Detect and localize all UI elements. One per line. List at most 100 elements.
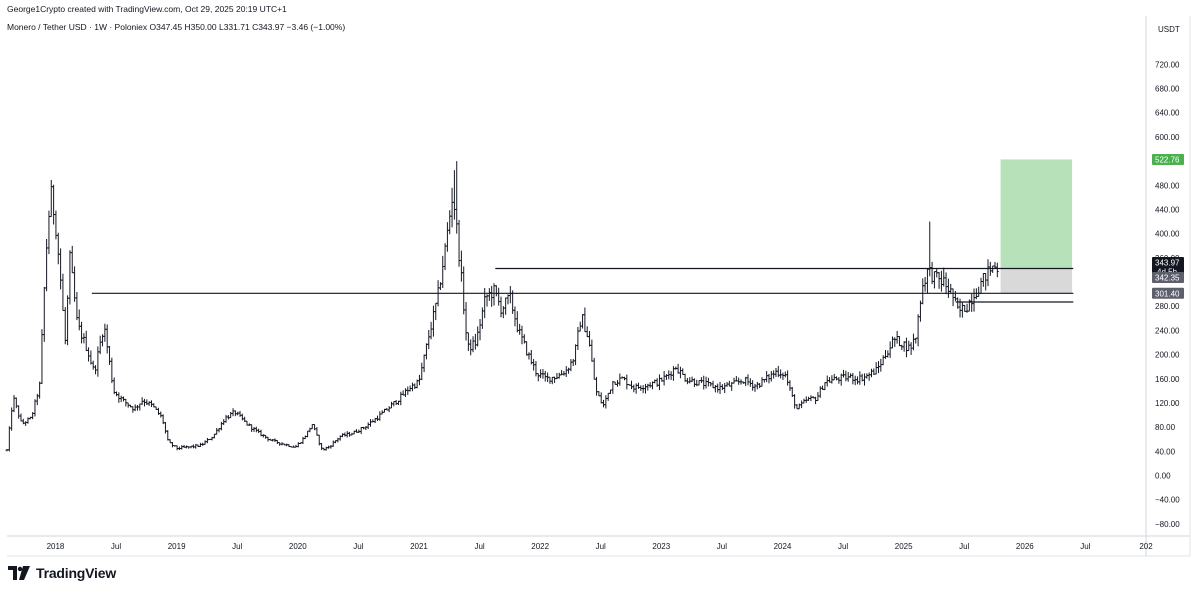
tradingview-brand[interactable]: TradingView: [8, 565, 116, 581]
ohlc-bar[interactable]: [550, 376, 554, 385]
ohlc-bar[interactable]: [445, 222, 449, 252]
ohlc-bar[interactable]: [599, 392, 603, 404]
ohlc-bar[interactable]: [606, 392, 610, 401]
ohlc-bar[interactable]: [977, 286, 981, 297]
ohlc-bar[interactable]: [904, 337, 908, 358]
ohlc-bar[interactable]: [70, 245, 74, 274]
ohlc-bar[interactable]: [662, 371, 666, 386]
ohlc-bar[interactable]: [473, 333, 477, 350]
ohlc-bar[interactable]: [704, 376, 708, 389]
ohlc-bar[interactable]: [452, 170, 456, 220]
ohlc-bar[interactable]: [348, 431, 352, 437]
ohlc-bar[interactable]: [389, 401, 393, 409]
ohlc-bar[interactable]: [937, 271, 941, 289]
ohlc-bar[interactable]: [159, 411, 163, 418]
ohlc-bar[interactable]: [133, 404, 137, 412]
ohlc-bar[interactable]: [233, 410, 237, 417]
ohlc-bar[interactable]: [678, 366, 682, 379]
ohlc-bar[interactable]: [422, 354, 426, 373]
ohlc-bar[interactable]: [939, 270, 943, 292]
ohlc-bar[interactable]: [991, 265, 995, 273]
ohlc-bar[interactable]: [553, 376, 557, 383]
ohlc-bar[interactable]: [876, 361, 880, 374]
ohlc-bar[interactable]: [567, 367, 571, 374]
ohlc-bar[interactable]: [711, 380, 715, 389]
ohlc-bar[interactable]: [40, 329, 44, 385]
ohlc-bar[interactable]: [986, 259, 990, 287]
ohlc-bar[interactable]: [921, 278, 925, 305]
ohlc-bar[interactable]: [33, 399, 37, 417]
ohlc-bar[interactable]: [984, 273, 988, 291]
ohlc-bar[interactable]: [953, 291, 957, 302]
ohlc-bar[interactable]: [727, 380, 731, 387]
ohlc-bar[interactable]: [203, 440, 207, 445]
ohlc-bar[interactable]: [98, 335, 102, 355]
ohlc-bar[interactable]: [629, 380, 633, 390]
ohlc-bar[interactable]: [499, 296, 503, 318]
ohlc-bar[interactable]: [504, 297, 508, 315]
ohlc-bar[interactable]: [574, 344, 578, 366]
ohlc-bar[interactable]: [315, 427, 319, 436]
ohlc-bar[interactable]: [89, 350, 93, 365]
ohlc-bar[interactable]: [588, 330, 592, 347]
ohlc-bar[interactable]: [469, 339, 473, 356]
ohlc-bar[interactable]: [611, 380, 615, 394]
ohlc-bar[interactable]: [487, 288, 491, 301]
ohlc-bar[interactable]: [723, 382, 727, 394]
ohlc-bar[interactable]: [874, 362, 878, 375]
ohlc-bar[interactable]: [7, 426, 11, 452]
ohlc-bar[interactable]: [925, 268, 929, 294]
ohlc-bar[interactable]: [275, 439, 279, 444]
ohlc-bar[interactable]: [212, 433, 216, 439]
ohlc-bar[interactable]: [66, 295, 70, 346]
ohlc-bar[interactable]: [329, 445, 333, 449]
ohlc-bar[interactable]: [737, 377, 741, 385]
ohlc-bar[interactable]: [809, 395, 813, 402]
symbol-legend[interactable]: Monero / Tether USD · 1W · Poloniex O347…: [7, 22, 346, 32]
ohlc-bar[interactable]: [748, 378, 752, 387]
ohlc-bar[interactable]: [462, 266, 466, 315]
ohlc-bar[interactable]: [257, 428, 261, 434]
ohlc-bar[interactable]: [105, 324, 109, 354]
ohlc-bar[interactable]: [341, 433, 345, 438]
ohlc-bar[interactable]: [779, 369, 783, 379]
ohlc-bar[interactable]: [823, 382, 827, 391]
target-zone[interactable]: [1000, 159, 1073, 269]
ohlc-bar[interactable]: [753, 383, 757, 392]
ohlc-bar[interactable]: [75, 291, 79, 321]
ohlc-bar[interactable]: [49, 179, 53, 218]
ohlc-bar[interactable]: [786, 370, 790, 386]
price-label-target[interactable]: 522.76: [1152, 153, 1184, 165]
ohlc-bar[interactable]: [527, 352, 531, 360]
ohlc-bar[interactable]: [942, 267, 946, 287]
price-label-level[interactable]: 301.40: [1152, 287, 1184, 299]
ohlc-bar[interactable]: [525, 341, 529, 356]
ohlc-bar[interactable]: [149, 400, 153, 408]
ohlc-bar[interactable]: [403, 388, 407, 397]
ohlc-bar[interactable]: [788, 380, 792, 391]
ohlc-bar[interactable]: [900, 344, 904, 350]
ohlc-bar[interactable]: [434, 302, 438, 321]
ohlc-bar[interactable]: [870, 368, 874, 378]
ohlc-bar[interactable]: [881, 355, 885, 366]
ohlc-bar[interactable]: [215, 427, 219, 435]
ohlc-bar[interactable]: [180, 445, 184, 450]
ohlc-bar[interactable]: [366, 422, 370, 430]
ohlc-bar[interactable]: [252, 426, 256, 432]
ohlc-bar[interactable]: [420, 362, 424, 381]
ohlc-bar[interactable]: [602, 399, 606, 408]
ohlc-bar[interactable]: [923, 276, 927, 292]
ohlc-bar[interactable]: [853, 375, 857, 386]
ohlc-bar[interactable]: [930, 261, 934, 285]
ohlc-bar[interactable]: [609, 389, 613, 394]
ohlc-bar[interactable]: [911, 333, 915, 351]
ohlc-bar[interactable]: [399, 391, 403, 406]
ohlc-bar[interactable]: [166, 430, 170, 441]
ohlc-bar[interactable]: [301, 436, 305, 445]
ohlc-bar[interactable]: [387, 406, 391, 413]
ohlc-bar[interactable]: [688, 377, 692, 384]
ohlc-bar[interactable]: [163, 421, 167, 434]
ohlc-bar[interactable]: [443, 243, 447, 271]
ohlc-bar[interactable]: [793, 394, 797, 409]
